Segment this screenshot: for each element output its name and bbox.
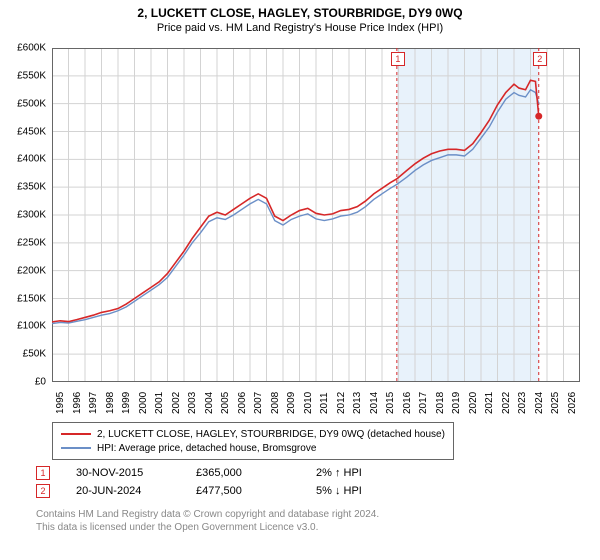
y-tick: £600K [0, 43, 46, 54]
event-price: £365,000 [196, 467, 296, 479]
legend-row: 2, LUCKETT CLOSE, HAGLEY, STOURBRIDGE, D… [61, 427, 445, 441]
y-tick: £300K [0, 210, 46, 221]
y-tick: £550K [0, 70, 46, 81]
y-tick: £200K [0, 265, 46, 276]
chart [52, 48, 580, 382]
marker-flag: 2 [533, 52, 547, 66]
event-marker: 1 [36, 466, 50, 480]
event-row: 1 30-NOV-2015 £365,000 2% ↑ HPI [36, 464, 446, 482]
event-date: 30-NOV-2015 [76, 467, 176, 479]
footer-line2: This data is licensed under the Open Gov… [36, 521, 379, 534]
page-subtitle: Price paid vs. HM Land Registry's House … [0, 20, 600, 38]
event-price: £477,500 [196, 485, 296, 497]
event-marker: 2 [36, 484, 50, 498]
legend-swatch [61, 433, 91, 435]
chart-svg [52, 48, 580, 382]
event-row: 2 20-JUN-2024 £477,500 5% ↓ HPI [36, 482, 446, 500]
y-tick: £500K [0, 98, 46, 109]
y-tick: £450K [0, 126, 46, 137]
x-tick: 2026 [567, 392, 600, 414]
legend-swatch [61, 447, 91, 449]
event-date: 20-JUN-2024 [76, 485, 176, 497]
footer: Contains HM Land Registry data © Crown c… [36, 508, 379, 534]
y-tick: £100K [0, 321, 46, 332]
legend-label: HPI: Average price, detached house, Brom… [97, 443, 316, 454]
y-tick: £400K [0, 154, 46, 165]
legend: 2, LUCKETT CLOSE, HAGLEY, STOURBRIDGE, D… [52, 422, 454, 460]
y-tick: £350K [0, 182, 46, 193]
event-delta: 5% ↓ HPI [316, 485, 446, 497]
footer-line1: Contains HM Land Registry data © Crown c… [36, 508, 379, 521]
y-tick: £150K [0, 293, 46, 304]
y-tick: £250K [0, 237, 46, 248]
page-title: 2, LUCKETT CLOSE, HAGLEY, STOURBRIDGE, D… [0, 0, 600, 20]
legend-row: HPI: Average price, detached house, Brom… [61, 441, 445, 455]
y-tick: £50K [0, 349, 46, 360]
legend-label: 2, LUCKETT CLOSE, HAGLEY, STOURBRIDGE, D… [97, 429, 445, 440]
event-delta: 2% ↑ HPI [316, 467, 446, 479]
event-table: 1 30-NOV-2015 £365,000 2% ↑ HPI 2 20-JUN-2024… [36, 464, 446, 500]
marker-flag: 1 [391, 52, 405, 66]
y-tick: £0 [0, 377, 46, 388]
